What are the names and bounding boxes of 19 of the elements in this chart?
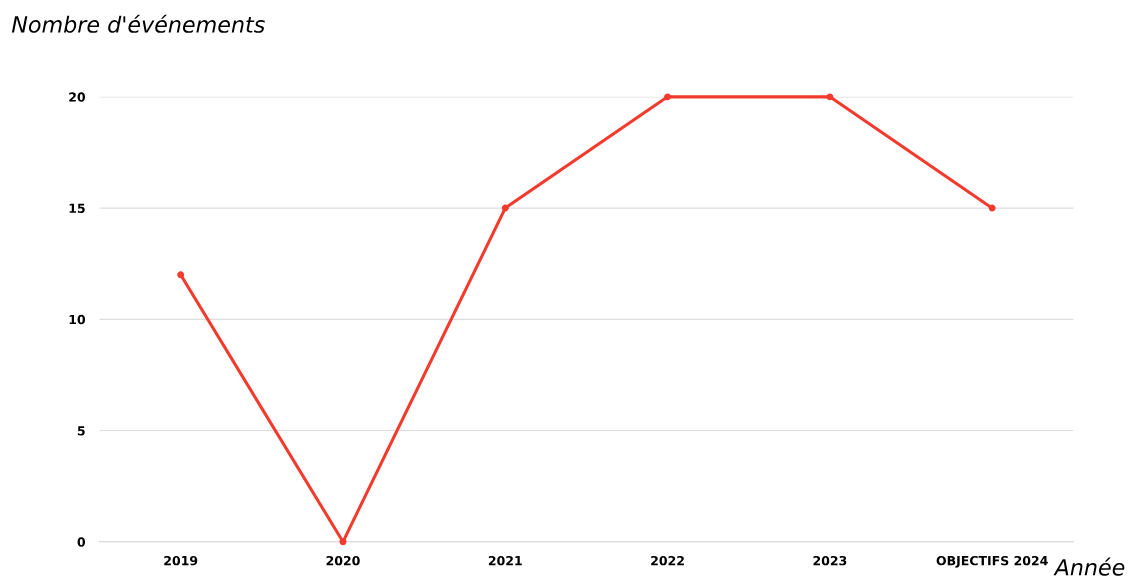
x-tick-label: 2022: [651, 555, 684, 566]
y-axis-title: Nombre d'événements: [11, 14, 265, 33]
x-tick-label: 2020: [326, 555, 360, 566]
x-tick-label: 2023: [813, 555, 847, 566]
point: [501, 204, 509, 212]
y-tick-label: 0: [77, 537, 86, 547]
y-tick-label: 10: [69, 314, 86, 325]
point: [339, 538, 347, 546]
x-axis-title: Année: [1053, 557, 1125, 576]
y-tick-label: 5: [77, 426, 85, 436]
y-tick-label: 15: [69, 203, 85, 214]
x-tick-label: 2019: [164, 555, 198, 566]
x-tick-label: OBJECTIFS 2024: [936, 555, 1048, 568]
x-tick-label: 2021: [488, 555, 522, 566]
point: [664, 93, 672, 101]
point: [177, 271, 185, 279]
point: [988, 204, 996, 212]
y-tick-label: 20: [69, 92, 86, 102]
point: [826, 93, 834, 101]
